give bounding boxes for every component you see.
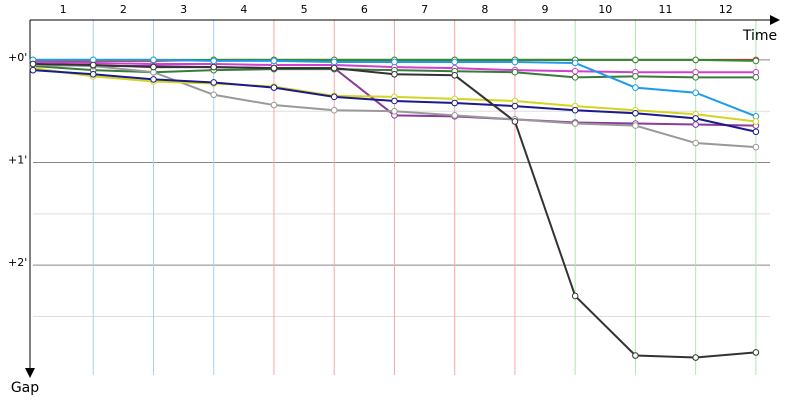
point xyxy=(571,106,579,114)
point xyxy=(632,352,639,359)
point xyxy=(752,143,760,151)
point xyxy=(632,56,639,64)
point xyxy=(330,64,338,72)
point xyxy=(511,68,519,76)
x-tick-label: 6 xyxy=(361,3,368,16)
point xyxy=(632,73,639,80)
grid xyxy=(33,20,770,375)
point xyxy=(270,57,278,65)
point xyxy=(752,128,760,136)
point xyxy=(511,118,519,125)
point xyxy=(451,112,458,119)
point xyxy=(752,57,760,65)
point xyxy=(692,74,699,81)
point xyxy=(692,56,699,64)
point xyxy=(330,106,338,114)
x-arrow xyxy=(770,15,780,25)
point xyxy=(632,122,639,129)
point xyxy=(391,58,398,66)
point xyxy=(270,84,278,91)
y-tick-label: +1' xyxy=(8,154,27,167)
point xyxy=(692,115,699,122)
point xyxy=(451,99,458,107)
point xyxy=(210,79,218,86)
point xyxy=(511,58,519,66)
x-tick-label: 7 xyxy=(421,3,428,16)
x-tick-label: 5 xyxy=(301,3,308,16)
point xyxy=(692,89,699,97)
x-tick-label: 1 xyxy=(60,3,67,16)
point xyxy=(270,64,278,72)
point xyxy=(571,292,579,300)
point xyxy=(752,74,760,81)
point xyxy=(571,74,579,81)
x-tick-label: 4 xyxy=(240,3,247,16)
point xyxy=(89,70,97,78)
point xyxy=(692,354,699,361)
point xyxy=(270,101,278,109)
x-tick-label: 2 xyxy=(120,3,127,16)
point xyxy=(752,118,760,125)
point xyxy=(391,70,398,78)
point xyxy=(692,139,699,147)
point xyxy=(391,97,398,105)
point xyxy=(89,61,97,69)
point xyxy=(632,109,639,117)
x-tick-label: 10 xyxy=(598,3,612,16)
point xyxy=(752,349,760,356)
point xyxy=(210,63,218,71)
x-tick-label: 12 xyxy=(719,3,733,16)
point xyxy=(391,107,398,115)
y-tick-label: +2' xyxy=(8,256,27,269)
point xyxy=(451,71,458,79)
point xyxy=(29,66,37,74)
point xyxy=(632,84,639,91)
point xyxy=(571,120,579,127)
point xyxy=(150,56,157,64)
x-tick-label: 9 xyxy=(542,3,549,16)
x-tick-label: 8 xyxy=(481,3,488,16)
point xyxy=(571,59,579,67)
y-arrow xyxy=(25,368,35,378)
y-tick-label: +0' xyxy=(8,51,27,64)
point xyxy=(210,91,218,99)
point xyxy=(692,121,699,128)
point xyxy=(571,67,579,75)
point xyxy=(150,76,157,83)
point xyxy=(29,60,37,68)
point xyxy=(210,57,218,65)
point xyxy=(451,58,458,66)
x-tick-label: 11 xyxy=(659,3,673,16)
x-axis-label: Time xyxy=(742,28,777,44)
y-axis-label: Gap xyxy=(11,380,39,396)
x-tick-label: 3 xyxy=(180,3,187,16)
point xyxy=(150,63,157,71)
point xyxy=(330,58,338,66)
point xyxy=(330,93,338,101)
point xyxy=(511,102,519,110)
